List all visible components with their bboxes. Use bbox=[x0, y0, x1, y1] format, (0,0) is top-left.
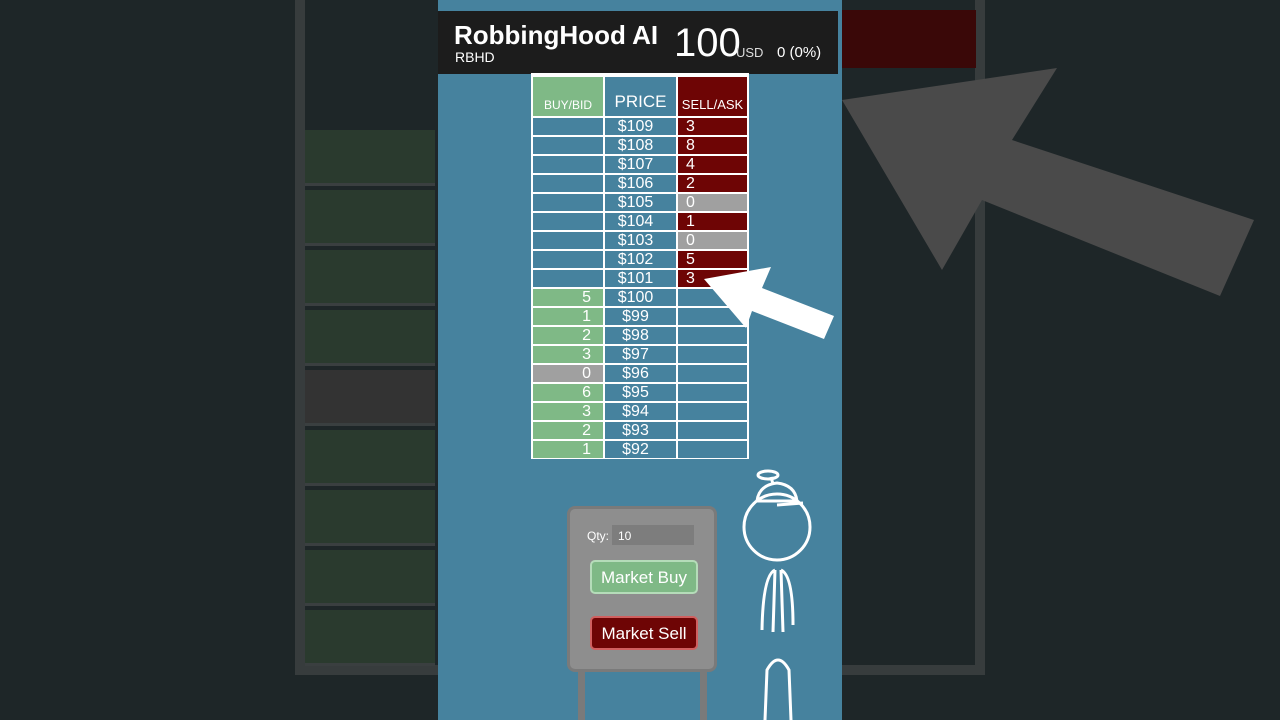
bid-cell: 3 bbox=[533, 346, 603, 363]
price-cell: $98 bbox=[605, 327, 676, 344]
ask-cell bbox=[678, 365, 747, 382]
bid-cell: 1 bbox=[533, 441, 603, 458]
order-book-row: 6 $95 bbox=[533, 384, 747, 401]
bid-cell bbox=[533, 251, 603, 268]
price-cell: $103 bbox=[605, 232, 676, 249]
buy-bid-header: BUY/BID bbox=[533, 77, 603, 116]
stand-leg bbox=[578, 672, 585, 720]
order-book-row: 5 $100 bbox=[533, 289, 747, 306]
ask-cell: 3 bbox=[678, 118, 747, 135]
market-sell-button[interactable]: Market Sell bbox=[590, 616, 698, 650]
bid-cell: 6 bbox=[533, 384, 603, 401]
bid-cell: 3 bbox=[533, 403, 603, 420]
price-cell: $92 bbox=[605, 441, 676, 458]
stock-header: RobbingHood AI RBHD 100 USD 0 (0%) bbox=[438, 11, 838, 74]
price-cell: $106 bbox=[605, 175, 676, 192]
price-cell: $108 bbox=[605, 137, 676, 154]
bid-cell bbox=[533, 232, 603, 249]
ask-cell bbox=[678, 422, 747, 439]
ask-cell: 2 bbox=[678, 175, 747, 192]
bid-cell bbox=[533, 270, 603, 287]
ask-cell bbox=[678, 327, 747, 344]
ask-cell bbox=[678, 403, 747, 420]
bid-cell bbox=[533, 156, 603, 173]
ask-cell: 5 bbox=[678, 251, 747, 268]
price-cell: $105 bbox=[605, 194, 676, 211]
price-cell: $93 bbox=[605, 422, 676, 439]
stand-leg bbox=[700, 672, 707, 720]
price-cell: $102 bbox=[605, 251, 676, 268]
qty-label: Qty: bbox=[587, 529, 610, 543]
bid-cell bbox=[533, 175, 603, 192]
ask-cell: 8 bbox=[678, 137, 747, 154]
order-book-row: 1 $92 bbox=[533, 441, 747, 458]
bid-cell: 1 bbox=[533, 308, 603, 325]
ticker-symbol: RBHD bbox=[455, 49, 495, 65]
price-cell: $104 bbox=[605, 213, 676, 230]
order-book-row: $102 5 bbox=[533, 251, 747, 268]
sell-ask-header: SELL/ASK bbox=[678, 77, 747, 116]
bid-cell bbox=[533, 118, 603, 135]
order-book-row: $104 1 bbox=[533, 213, 747, 230]
order-book-row: $105 0 bbox=[533, 194, 747, 211]
order-book-row: 3 $97 bbox=[533, 346, 747, 363]
order-book-row: 1 $99 bbox=[533, 308, 747, 325]
order-book-row: $101 3 bbox=[533, 270, 747, 287]
bid-cell bbox=[533, 137, 603, 154]
price-cell: $96 bbox=[605, 365, 676, 382]
bid-cell: 2 bbox=[533, 327, 603, 344]
order-book-row: 2 $98 bbox=[533, 327, 747, 344]
ask-cell: 3 bbox=[678, 270, 747, 287]
order-book-row: $108 8 bbox=[533, 137, 747, 154]
app-title: RobbingHood AI bbox=[454, 20, 659, 50]
order-book-row: 2 $93 bbox=[533, 422, 747, 439]
price-header: PRICE bbox=[605, 77, 676, 116]
order-book-row: $109 3 bbox=[533, 118, 747, 135]
currency-label: USD bbox=[736, 45, 764, 60]
ask-cell bbox=[678, 441, 747, 458]
ask-cell bbox=[678, 384, 747, 401]
price-change: 0 (0%) bbox=[777, 44, 822, 61]
price-cell: $95 bbox=[605, 384, 676, 401]
ask-cell bbox=[678, 346, 747, 363]
price-cell: $97 bbox=[605, 346, 676, 363]
order-book-row: $103 0 bbox=[533, 232, 747, 249]
market-buy-button[interactable]: Market Buy bbox=[590, 560, 698, 594]
ask-cell: 0 bbox=[678, 232, 747, 249]
bid-cell: 0 bbox=[533, 365, 603, 382]
price-cell: $101 bbox=[605, 270, 676, 287]
bid-cell: 2 bbox=[533, 422, 603, 439]
bid-cell bbox=[533, 194, 603, 211]
order-book-row: $107 4 bbox=[533, 156, 747, 173]
ask-cell bbox=[678, 289, 747, 306]
stick-figure-icon bbox=[742, 469, 812, 720]
ask-cell: 1 bbox=[678, 213, 747, 230]
order-book: BUY/BID PRICE SELL/ASK $109 3 $108 8 $107 4 $1… bbox=[531, 73, 749, 459]
stock-price: 100 bbox=[674, 21, 741, 65]
order-book-row: 0 $96 bbox=[533, 365, 747, 382]
bid-cell bbox=[533, 213, 603, 230]
order-book-row: 3 $94 bbox=[533, 403, 747, 420]
qty-input[interactable]: 10 bbox=[612, 525, 694, 545]
bid-cell: 5 bbox=[533, 289, 603, 306]
price-cell: $99 bbox=[605, 308, 676, 325]
order-ticket: Qty: 10 Market Buy Market Sell bbox=[567, 506, 717, 672]
price-cell: $94 bbox=[605, 403, 676, 420]
ask-cell: 0 bbox=[678, 194, 747, 211]
price-cell: $109 bbox=[605, 118, 676, 135]
order-book-row: $106 2 bbox=[533, 175, 747, 192]
ask-cell: 4 bbox=[678, 156, 747, 173]
price-cell: $100 bbox=[605, 289, 676, 306]
price-cell: $107 bbox=[605, 156, 676, 173]
ask-cell bbox=[678, 308, 747, 325]
